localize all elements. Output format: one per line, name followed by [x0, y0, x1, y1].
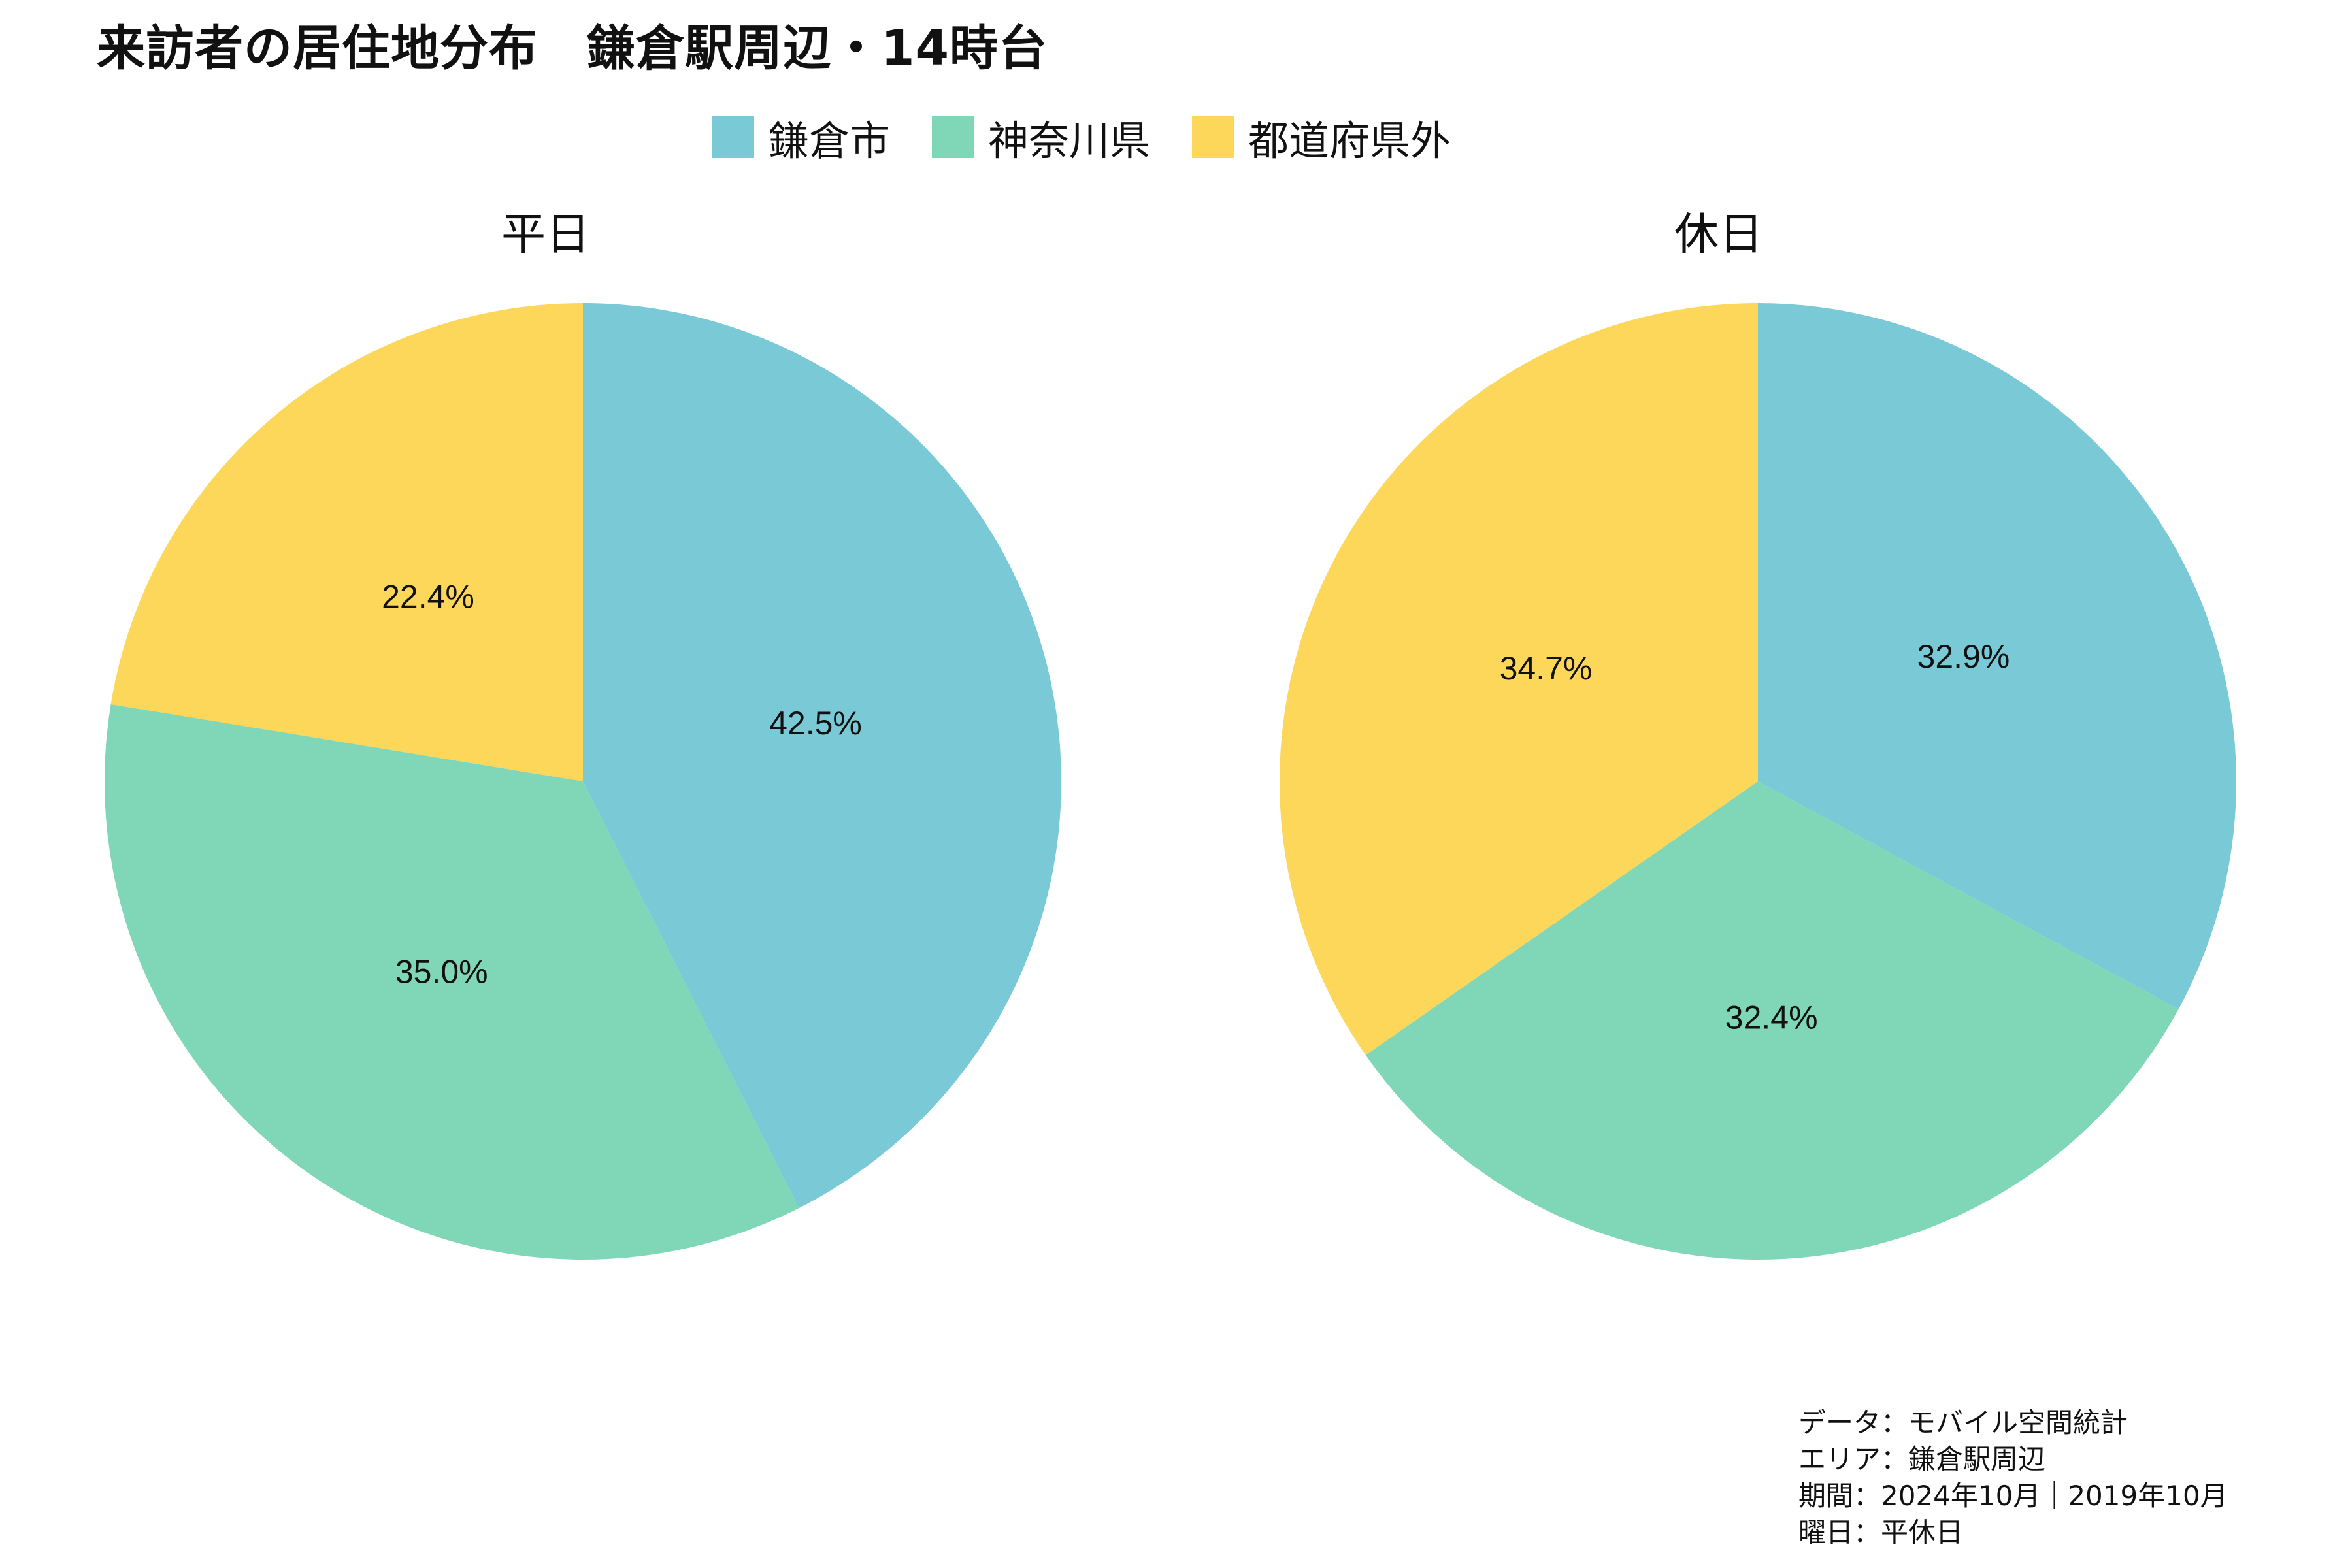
- pie-slice-holiday-kanagawa: [1365, 781, 2179, 1260]
- pie-chart-weekday: 平日 42.5% 35.0% 22.4%: [104, 209, 1061, 1260]
- note-day-type: 曜日：平休日: [1798, 1516, 1964, 1548]
- pie-slice-holiday-kamakura: [1758, 303, 2236, 1009]
- pie-slice-weekday-outside: [110, 302, 584, 782]
- pie-label-weekday-kamakura: 42.5%: [769, 705, 862, 742]
- note-data-source: データ：モバイル空間統計: [1798, 1407, 2128, 1439]
- legend-swatch-kanagawa: [932, 116, 974, 158]
- source-notes: データ：モバイル空間統計 エリア：鎌倉駅周辺 期間：2024年10月｜2019年…: [1798, 1405, 2228, 1551]
- legend-item-outside: 都道府県外: [1192, 108, 1451, 167]
- pie-label-weekday-outside: 22.4%: [382, 578, 474, 615]
- legend-swatch-outside: [1192, 116, 1234, 158]
- legend-label-outside: 都道府県外: [1248, 117, 1451, 165]
- legend-item-kamakura: 鎌倉市: [712, 108, 890, 167]
- note-period: 期間：2024年10月｜2019年10月: [1798, 1480, 2228, 1512]
- pie-label-holiday-kanagawa: 32.4%: [1725, 1000, 1818, 1036]
- chart-title: 来訪者の居住地分布 鎌倉駅周辺・14時台: [97, 20, 1048, 76]
- legend-label-kanagawa: 神奈川県: [988, 117, 1151, 165]
- pie-slice-holiday-outside: [1280, 303, 1758, 1056]
- legend-swatch-kamakura: [712, 116, 754, 158]
- pie-title-holiday: 休日: [1674, 209, 1763, 261]
- pie-chart-holiday: 休日 32.9% 32.4% 34.7%: [1280, 209, 2236, 1260]
- pie-label-holiday-outside: 34.7%: [1500, 650, 1593, 687]
- note-area: エリア：鎌倉駅周辺: [1798, 1443, 2046, 1475]
- pie-label-weekday-kanagawa: 35.0%: [395, 953, 488, 990]
- pie-slice-weekday-kanagawa: [104, 704, 799, 1260]
- legend-item-kanagawa: 神奈川県: [932, 108, 1150, 167]
- legend-label-kamakura: 鎌倉市: [769, 117, 891, 165]
- pie-label-holiday-kamakura: 32.9%: [1917, 638, 2010, 675]
- legend: 鎌倉市 神奈川県 都道府県外: [712, 107, 1451, 167]
- pie-slice-weekday-kamakura: [583, 303, 1061, 1209]
- pie-title-weekday: 平日: [501, 209, 590, 261]
